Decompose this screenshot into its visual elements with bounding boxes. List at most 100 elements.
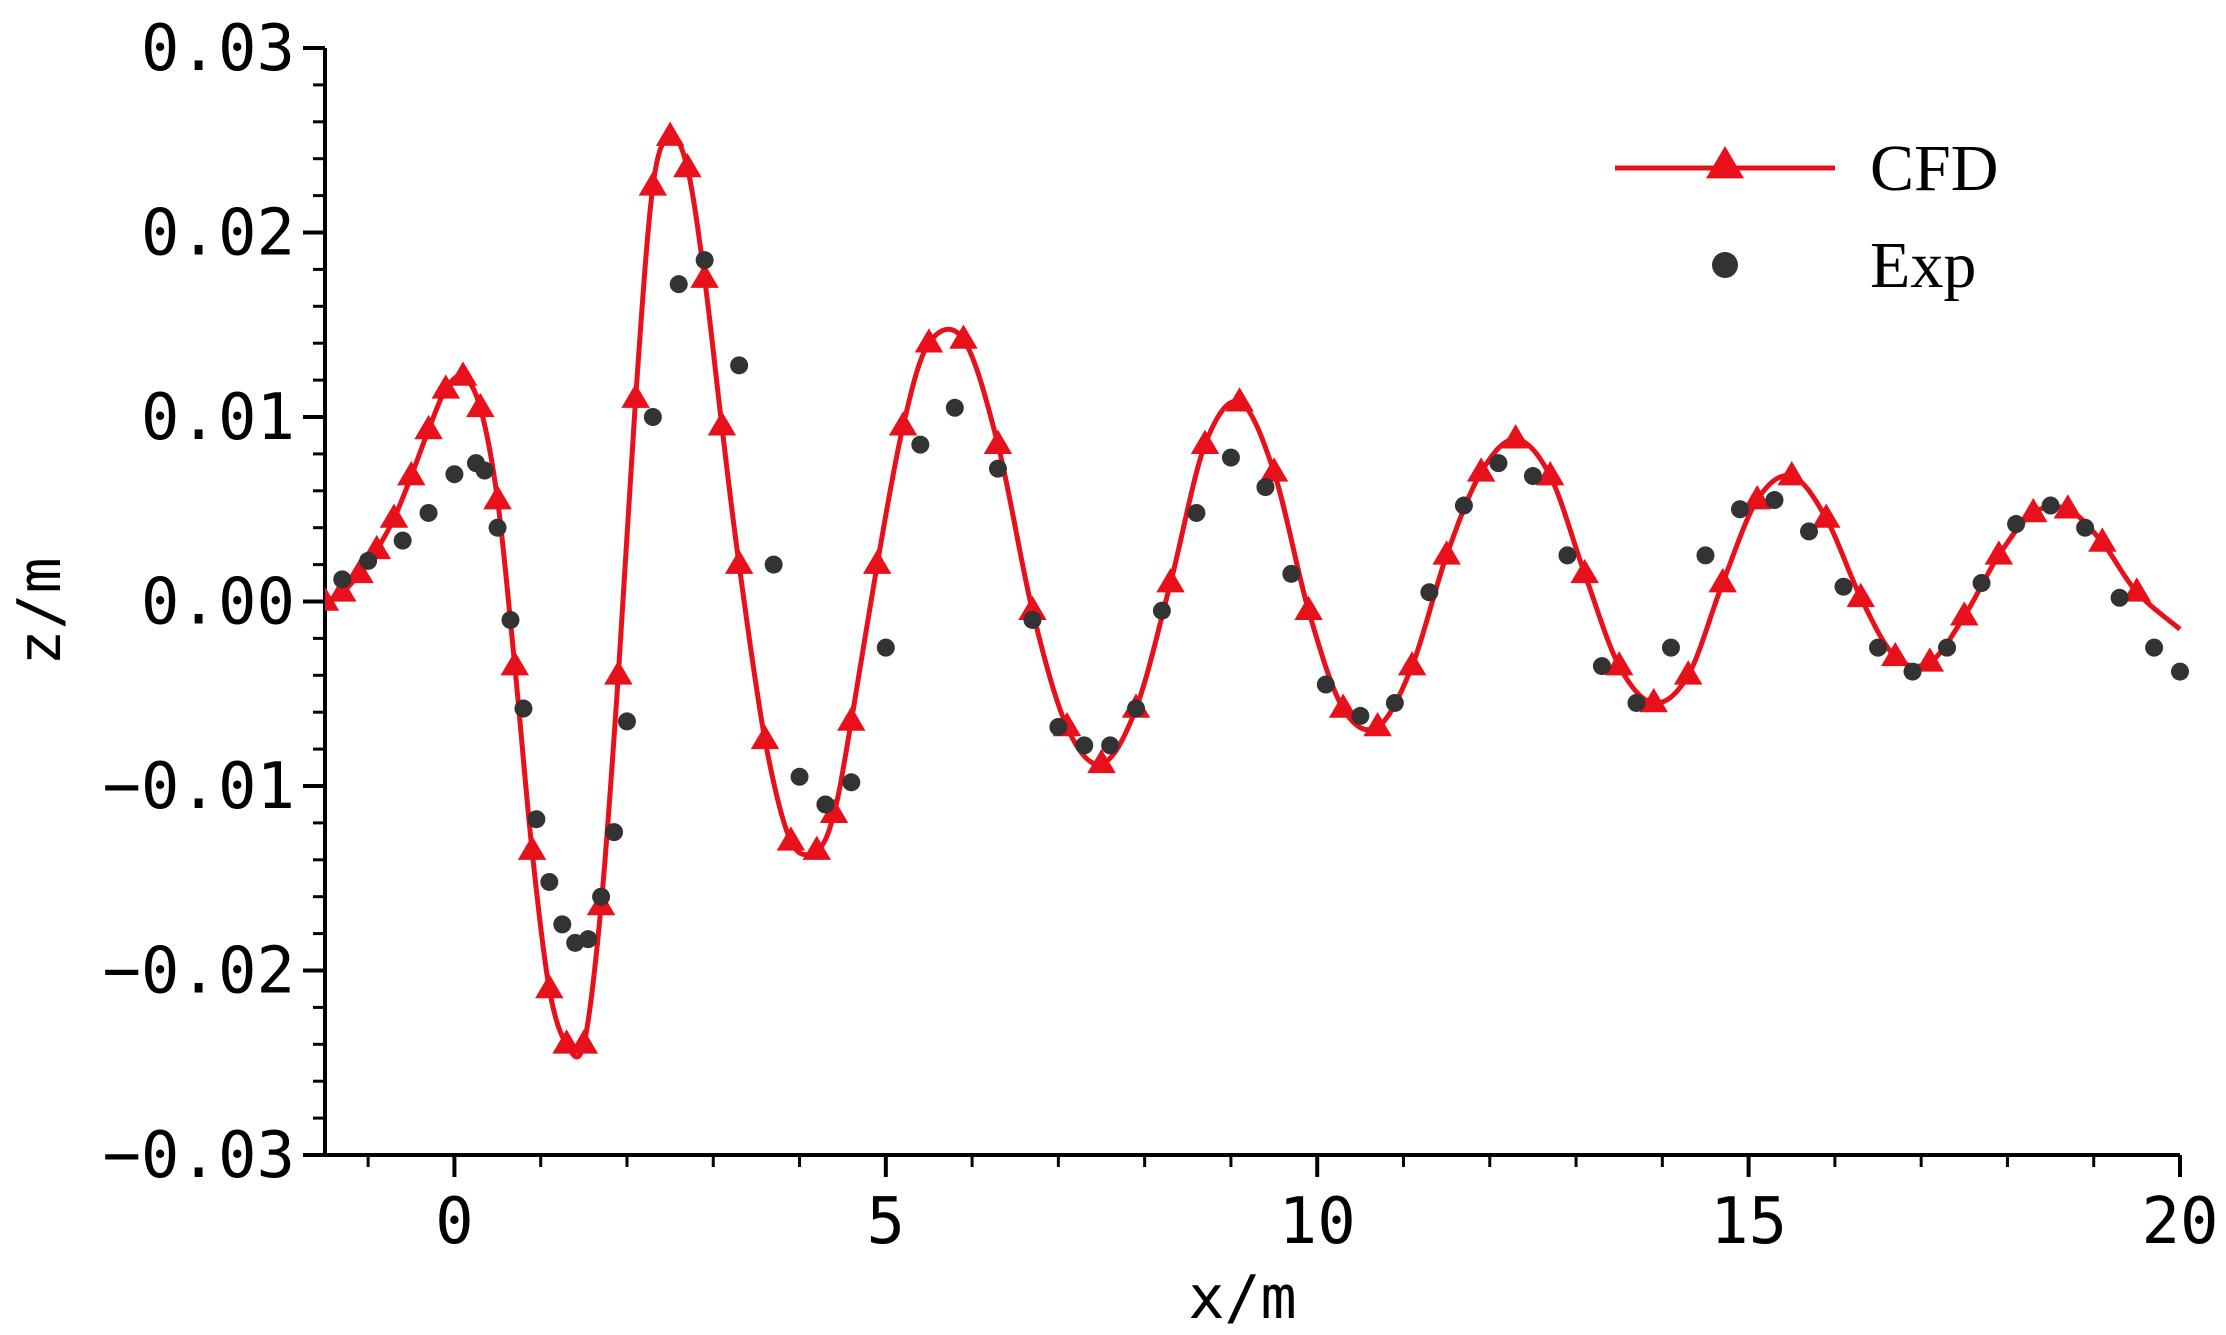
- cfd-marker: [888, 411, 918, 436]
- cfd-marker: [448, 361, 478, 386]
- exp-point: [553, 915, 572, 934]
- cfd-marker: [819, 798, 849, 823]
- exp-point: [359, 551, 378, 570]
- exp-point: [617, 712, 636, 731]
- exp-point: [790, 767, 809, 786]
- exp-point: [945, 398, 964, 417]
- exp-point: [1558, 546, 1577, 565]
- cfd-marker: [500, 651, 530, 676]
- exp-point: [333, 570, 352, 589]
- y-tick-label: 0.01: [141, 381, 295, 455]
- exp-point: [1523, 467, 1542, 486]
- cfd-marker: [2088, 527, 2117, 552]
- cfd-marker: [1812, 503, 1841, 528]
- series-exp: [333, 251, 2189, 952]
- cfd-marker: [345, 558, 374, 584]
- cfd-marker: [1087, 748, 1116, 774]
- x-tick-label: 15: [1710, 1185, 1787, 1259]
- exp-point: [475, 461, 494, 480]
- cfd-marker: [1777, 461, 1806, 486]
- cfd-marker: [397, 461, 426, 486]
- exp-point: [876, 638, 895, 657]
- cfd-marker: [1432, 540, 1461, 565]
- cfd-marker: [1535, 461, 1565, 486]
- cfd-marker: [1673, 660, 1703, 685]
- exp-point: [1627, 693, 1646, 712]
- y-tick-label: 0.03: [141, 12, 295, 86]
- exp-point: [1049, 717, 1068, 736]
- axes: [323, 48, 2180, 1157]
- cfd-marker: [862, 549, 892, 574]
- cfd-marker: [1881, 641, 1910, 667]
- exp-point: [842, 773, 861, 792]
- exp-point: [1187, 503, 1206, 522]
- cfd-marker: [379, 503, 409, 528]
- cfd-marker: [1708, 568, 1737, 593]
- cfd-marker: [914, 328, 944, 353]
- exp-point: [1765, 491, 1784, 510]
- series-cfd: [325, 121, 2182, 1060]
- cfd-marker: [1604, 651, 1634, 676]
- legend-cfd-triangle-marker: [1706, 146, 1744, 179]
- cfd-marker: [483, 485, 512, 510]
- exp-point: [1351, 706, 1370, 725]
- exp-point: [1489, 454, 1508, 473]
- cfd-marker: [2019, 497, 2048, 523]
- y-tick-label: 0.02: [141, 197, 295, 271]
- exp-point: [1127, 699, 1146, 718]
- exp-point: [1101, 736, 1120, 755]
- legend-exp-dot-marker: [1712, 252, 1738, 278]
- y-tick-label: −0.03: [102, 1119, 295, 1193]
- exp-point: [1152, 601, 1171, 620]
- exp-point: [669, 275, 688, 294]
- cfd-marker: [802, 835, 832, 860]
- cfd-marker: [2053, 494, 2083, 519]
- exp-point: [1800, 522, 1818, 541]
- exp-point: [2076, 518, 2095, 537]
- cfd-marker: [750, 724, 780, 750]
- cfd-marker: [414, 414, 443, 440]
- exp-point: [695, 251, 714, 270]
- cfd-marker: [569, 1029, 599, 1054]
- y-tick-label: −0.02: [102, 935, 295, 1009]
- x-tick-label: 5: [867, 1185, 906, 1259]
- exp-point: [2171, 662, 2189, 681]
- exp-point: [764, 555, 783, 574]
- x-axis-title: x/m: [1188, 1263, 1296, 1333]
- cfd-marker: [1294, 595, 1323, 621]
- exp-point: [1256, 478, 1275, 497]
- exp-point: [816, 795, 835, 814]
- cfd-marker: [1984, 540, 2014, 565]
- plot-area: [325, 121, 2189, 1060]
- cfd-marker: [1018, 595, 1047, 621]
- exp-point: [2145, 638, 2164, 657]
- exp-point: [1661, 638, 1680, 657]
- cfd-marker: [1570, 558, 1599, 584]
- y-axis-title: z/m: [5, 557, 75, 665]
- cfd-marker: [655, 121, 685, 146]
- y-tick-label: −0.01: [102, 750, 295, 824]
- exp-point: [1023, 610, 1042, 629]
- exp-point: [605, 823, 624, 842]
- cfd-marker: [1501, 424, 1530, 449]
- cfd-marker: [328, 577, 357, 602]
- exp-point: [419, 503, 438, 522]
- cfd-marker: [1466, 457, 1496, 482]
- cfd-marker: [1950, 601, 1979, 626]
- legend: CFD Exp: [1615, 132, 1998, 302]
- exp-point: [2041, 496, 2060, 515]
- exp-point: [2110, 588, 2129, 607]
- exp-point: [488, 518, 507, 537]
- cfd-marker: [724, 549, 754, 574]
- legend-cfd-label: CFD: [1870, 132, 1998, 205]
- exp-point: [445, 465, 464, 484]
- exp-point: [643, 408, 662, 426]
- cfd-marker: [604, 660, 633, 685]
- exp-point: [393, 531, 412, 550]
- exp-point: [1834, 577, 1853, 596]
- exp-point: [527, 810, 546, 829]
- exp-point: [1385, 693, 1404, 712]
- y-tick-label: 0.00: [141, 566, 295, 640]
- cfd-marker: [1259, 457, 1289, 482]
